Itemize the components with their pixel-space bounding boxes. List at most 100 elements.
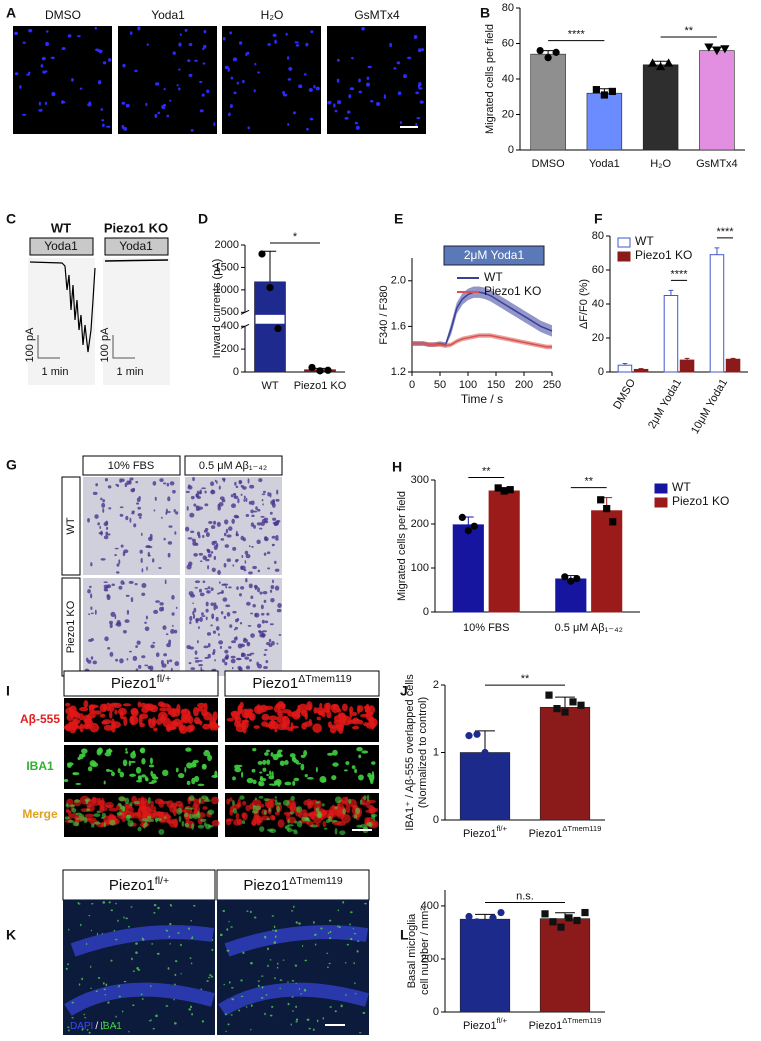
significance-label: ****	[716, 226, 734, 238]
cell	[216, 480, 218, 484]
microglia-signal	[72, 772, 80, 776]
amyloid-signal	[179, 724, 188, 734]
cell	[231, 640, 237, 644]
microglia-signal	[329, 937, 332, 940]
nucleus	[106, 125, 111, 128]
amyloid-signal	[345, 803, 351, 814]
panel-label: A	[6, 5, 16, 21]
microglia-signal	[186, 780, 191, 786]
microglia-signal	[342, 808, 346, 815]
microglia-signal	[204, 750, 209, 753]
cell	[253, 584, 258, 588]
cell	[205, 601, 209, 607]
microglia-signal	[350, 911, 353, 914]
microglia-signal	[337, 909, 340, 912]
microglia-signal	[110, 909, 114, 912]
amyloid-signal	[309, 811, 319, 816]
microglia-signal	[290, 910, 294, 912]
microglia-signal	[359, 799, 363, 805]
nucleus	[100, 108, 104, 111]
microglia-signal	[184, 822, 190, 828]
cell	[213, 555, 217, 561]
microglia-signal	[208, 976, 211, 979]
cell	[266, 612, 270, 616]
microglia-signal	[277, 962, 279, 965]
header-box	[216, 869, 370, 901]
cell	[190, 495, 195, 500]
cell	[104, 636, 109, 642]
microglia-signal	[328, 962, 331, 965]
cell	[215, 616, 219, 622]
microglia-signal	[64, 816, 70, 820]
y-tick-label: 200	[421, 953, 439, 965]
amyloid-signal	[275, 703, 282, 708]
nucleus	[42, 70, 47, 74]
cell	[210, 624, 213, 627]
amyloid-signal	[226, 718, 234, 722]
microglia-signal	[158, 828, 165, 835]
microglia-signal	[325, 819, 330, 824]
cell	[267, 492, 270, 497]
microglia-signal	[250, 1004, 253, 1008]
nucleus	[176, 84, 179, 87]
cell	[271, 640, 275, 646]
cell	[94, 609, 97, 615]
microglia-signal	[334, 827, 338, 835]
amyloid-signal	[261, 713, 270, 721]
nucleus	[14, 72, 19, 76]
x-tick-label: GsMTx4	[696, 158, 738, 170]
microglia-signal	[204, 799, 211, 803]
panel-label: K	[6, 927, 16, 943]
cell	[252, 565, 257, 570]
cell	[256, 522, 262, 526]
data-point	[561, 573, 569, 581]
cell	[159, 602, 164, 606]
column-label: Piezo1ΔTmem119	[243, 875, 343, 894]
amyloid-signal	[269, 814, 276, 821]
microglia-signal	[337, 925, 339, 928]
amyloid-signal	[281, 722, 288, 728]
microglia-signal	[71, 1017, 74, 1019]
cell	[202, 580, 206, 584]
microglia-signal	[240, 979, 243, 982]
microglia-signal	[226, 949, 230, 952]
amyloid-signal	[277, 819, 285, 828]
cell	[265, 659, 269, 664]
x-axis-label: Time / s	[461, 392, 503, 406]
stimulus-banner-label: 2μM Yoda1	[464, 248, 525, 262]
microglia-signal	[230, 926, 233, 928]
bar	[642, 64, 679, 151]
microglia-signal	[177, 772, 185, 779]
data-point	[536, 47, 544, 55]
amyloid-signal	[159, 703, 170, 708]
nucleus	[203, 44, 207, 49]
x-tick-label: 10μM Yoda1	[689, 377, 730, 436]
data-point	[704, 43, 714, 52]
cell	[235, 515, 240, 519]
cell	[237, 498, 240, 504]
microglia-signal	[205, 796, 209, 800]
cell	[224, 649, 229, 654]
amyloid-signal	[141, 815, 145, 819]
amyloid-signal	[352, 717, 360, 725]
nucleus	[288, 67, 293, 71]
cell	[253, 510, 258, 513]
cell	[223, 563, 227, 568]
cell	[171, 612, 175, 616]
cell	[87, 659, 92, 664]
microglia-signal	[368, 822, 373, 828]
bar	[679, 359, 695, 373]
microglia-signal	[329, 930, 332, 933]
microglia-signal	[273, 925, 276, 929]
cell	[210, 551, 214, 554]
header-box	[184, 455, 283, 476]
amyloid-signal	[241, 719, 250, 724]
microglia-signal	[240, 995, 244, 998]
nucleus	[397, 91, 402, 96]
x-tick-label: Piezo1fl/+	[463, 824, 508, 840]
amyloid-signal	[154, 798, 164, 805]
cell	[242, 638, 249, 643]
data-point	[656, 61, 666, 71]
cell	[171, 624, 174, 628]
microglia-signal	[68, 928, 70, 931]
